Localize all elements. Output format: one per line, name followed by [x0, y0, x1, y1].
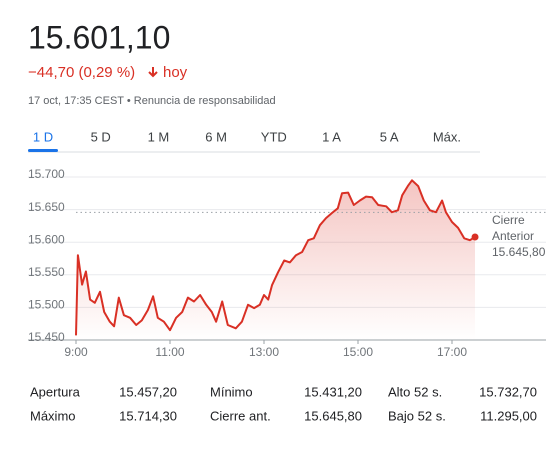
x-tick-label: 13:00 — [249, 345, 279, 359]
down-arrow — [148, 67, 158, 78]
x-tick-label: 15:00 — [343, 345, 373, 359]
change: −44,70 (0,29 %) — [28, 64, 135, 81]
stat-label: Máximo — [30, 408, 76, 423]
y-tick-label: 15.600 — [28, 232, 65, 246]
stat-value: 11.295,00 — [480, 408, 537, 423]
stat-label: Cierre ant. — [210, 408, 271, 423]
range-tab[interactable]: 1 M — [148, 129, 170, 144]
tab-underline — [28, 149, 58, 152]
x-tick-label: 17:00 — [437, 345, 467, 359]
range-tab[interactable]: 1 A — [322, 129, 341, 144]
stat-value: 15.431,20 — [304, 384, 362, 399]
stat-label: Bajo 52 s. — [388, 408, 446, 423]
stat-value: 15.645,80 — [304, 408, 362, 423]
y-tick-label: 15.550 — [28, 265, 65, 279]
range-tab[interactable]: 6 M — [205, 129, 227, 144]
range-tab[interactable]: Máx. — [433, 129, 461, 144]
y-tick-label: 15.450 — [28, 330, 65, 344]
period: hoy — [163, 64, 188, 81]
timestamp[interactable]: 17 oct, 17:35 CEST • Renuncia de respons… — [28, 95, 276, 107]
x-tick-label: 9:00 — [64, 345, 88, 359]
stat-value: 15.714,30 — [119, 408, 177, 423]
stat-label: Mínimo — [210, 384, 253, 399]
stat-label: Alto 52 s. — [388, 384, 442, 399]
range-tab[interactable]: 1 D — [33, 129, 53, 144]
stat-value: 15.457,20 — [119, 384, 177, 399]
price-line — [75, 179, 476, 336]
y-tick-label: 15.650 — [28, 200, 65, 214]
reference-value: 15.645,80 — [492, 245, 546, 259]
stat-value: 15.732,70 — [479, 384, 537, 399]
range-tab[interactable]: 5 A — [380, 129, 399, 144]
range-tab[interactable]: 5 D — [91, 129, 111, 144]
area — [76, 180, 476, 340]
stat-label: Apertura — [30, 384, 81, 399]
reference-label: Anterior — [492, 229, 534, 243]
reference-label: Cierre — [492, 213, 525, 227]
price: 15.601,10 — [28, 19, 170, 55]
x-tick-label: 11:00 — [155, 345, 184, 359]
last-point — [471, 233, 479, 241]
y-tick-label: 15.700 — [28, 167, 65, 181]
y-tick-label: 15.500 — [28, 298, 65, 312]
range-tab[interactable]: YTD — [261, 129, 287, 144]
